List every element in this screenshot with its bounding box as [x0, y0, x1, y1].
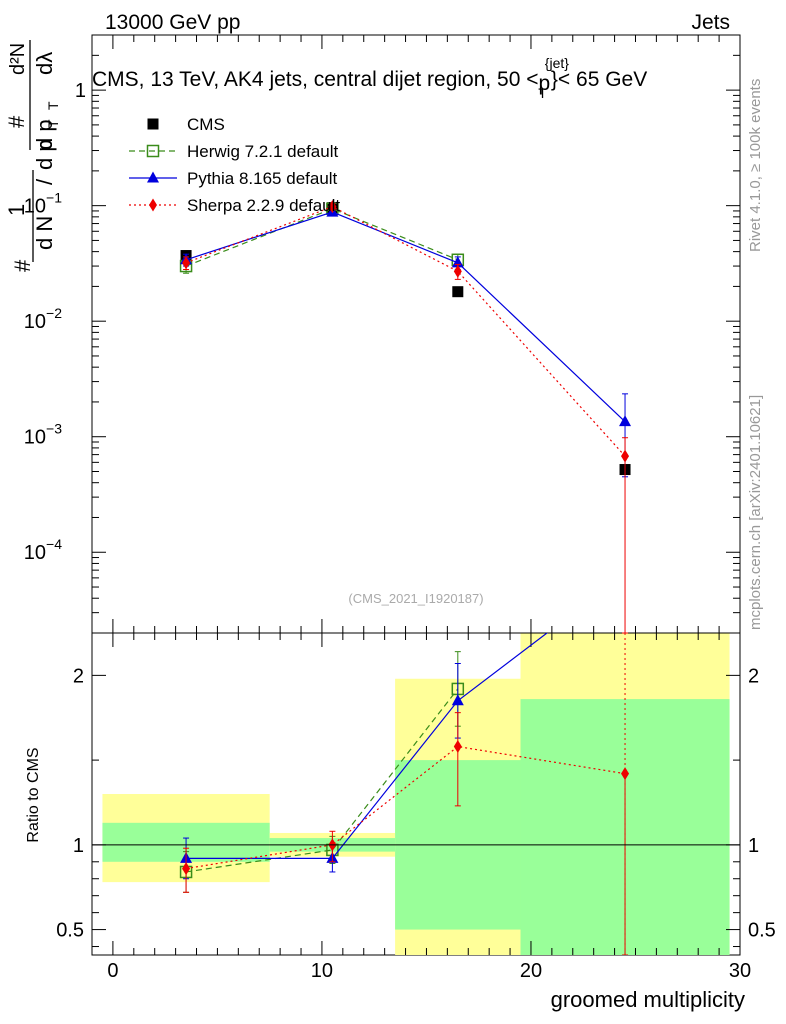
point-sherpa-0: [182, 256, 191, 270]
rivet-note: Rivet 4.1.0, ≥ 100k events: [747, 79, 764, 252]
title-main: CMS, 13 TeV, AK4 jets, central dijet reg…: [92, 68, 539, 91]
ylabel-dN: d N: [32, 216, 57, 250]
ratio-ytick-label-0: 0.5: [56, 920, 84, 942]
line-herwig: [185, 208, 459, 267]
point-sherpa-2: [453, 264, 462, 278]
xtick-label-1: 10: [311, 960, 333, 982]
main-ytick-label-1: 10−1: [24, 190, 62, 218]
main-ytick-label-3: 10−3: [24, 421, 62, 449]
point-pythia-3: [619, 415, 632, 427]
title-p: p: [539, 72, 551, 95]
ratio-line-pythia: [186, 633, 548, 860]
xtick-label-0: 0: [107, 960, 118, 982]
ylabel-hash2: #: [4, 115, 29, 128]
ratio-series: [179, 633, 630, 955]
header-right: Jets: [691, 11, 730, 34]
legend-label-herwig: Herwig 7.2.1 default: [187, 142, 338, 161]
ylabel-dp: d p: [32, 119, 57, 150]
ratio-series-clipped: [179, 633, 630, 955]
legend-label-pythia: Pythia 8.165 default: [187, 169, 338, 188]
legend-item-sherpa: Sherpa 2.2.9 default: [129, 196, 340, 215]
xtick-label-3: 30: [729, 960, 751, 982]
ratio-ytick-label-2: 2: [73, 665, 84, 687]
ratio-uncertainty-bands: [102, 633, 730, 955]
ratio-ytick-label-1: 1: [73, 835, 84, 857]
ylabel-dlam: dλ: [32, 52, 57, 75]
point-cms-2: [452, 286, 464, 298]
ylabel-hash: #: [10, 259, 35, 272]
ylabel-dpT: d p: [32, 139, 57, 170]
ratio-line-herwig: [185, 688, 459, 873]
analysis-id: (CMS_2021_I1920187): [348, 591, 483, 606]
legend-item-pythia: Pythia 8.165 default: [129, 169, 338, 188]
ratio-ylabel: Ratio to CMS: [25, 747, 42, 842]
ratio-point-pythia-2: [451, 694, 464, 706]
ratio-axes: 0.5 0.51 12 20 10 20 30: [56, 633, 776, 982]
legend-marker-pythia: [147, 171, 159, 183]
header-left: 13000 GeV pp: [105, 11, 240, 34]
title-end: }< 65 GeV: [551, 68, 647, 91]
main-ytick-label-4: 10−4: [24, 536, 62, 564]
legend-label-cms: CMS: [187, 115, 225, 134]
legend-item-herwig: Herwig 7.2.1 default: [129, 142, 338, 161]
legend-marker-herwig: [146, 144, 160, 158]
title-sub: T: [538, 85, 547, 101]
ratio-point-sherpa-0: [182, 862, 191, 876]
legend: CMS Herwig 7.2.1 default Pythia 8.165 defa…: [129, 115, 340, 215]
title-sup: {jet}: [545, 55, 569, 71]
main-ytick-label-2: 10−2: [24, 305, 62, 333]
line-pythia: [185, 211, 626, 423]
line-sherpa: [185, 206, 626, 457]
ylabel-one: 1: [4, 204, 29, 216]
xtick-label-2: 20: [520, 960, 542, 982]
mcplots-note: mcplots.cern.ch [arXiv:2401.10621]: [747, 395, 764, 630]
legend-marker-sherpa: [149, 198, 157, 212]
ratio-ytick-label-r-2: 2: [748, 665, 759, 687]
ylabel-slash: /: [32, 178, 57, 185]
ylabel-T: T: [45, 119, 61, 128]
main-series: [179, 200, 632, 634]
legend-label-sherpa: Sherpa 2.2.9 default: [187, 196, 340, 215]
legend-marker-cms: [147, 118, 159, 130]
ratio-ytick-label-r-0: 0.5: [748, 920, 776, 942]
ratio-point-sherpa-2: [453, 740, 462, 754]
y-axis-label-main: # 1 d N / d p T # d²N d p T dλ: [4, 40, 61, 272]
main-axes: 1 10−1 10−2 10−3 10−4: [24, 34, 741, 634]
point-sherpa-3: [621, 449, 630, 463]
ylabel-T2: T: [45, 101, 61, 110]
point-sherpa-1: [328, 200, 337, 214]
legend-item-cms: CMS: [147, 115, 225, 134]
ratio-ytick-label-r-1: 1: [748, 835, 759, 857]
x-axis-label: groomed multiplicity: [551, 987, 745, 1012]
ylabel-d2N: d²N: [7, 43, 29, 75]
plot-title: CMS, 13 TeV, AK4 jets, central dijet reg…: [92, 55, 647, 101]
main-ytick-label-0: 1: [75, 80, 86, 102]
